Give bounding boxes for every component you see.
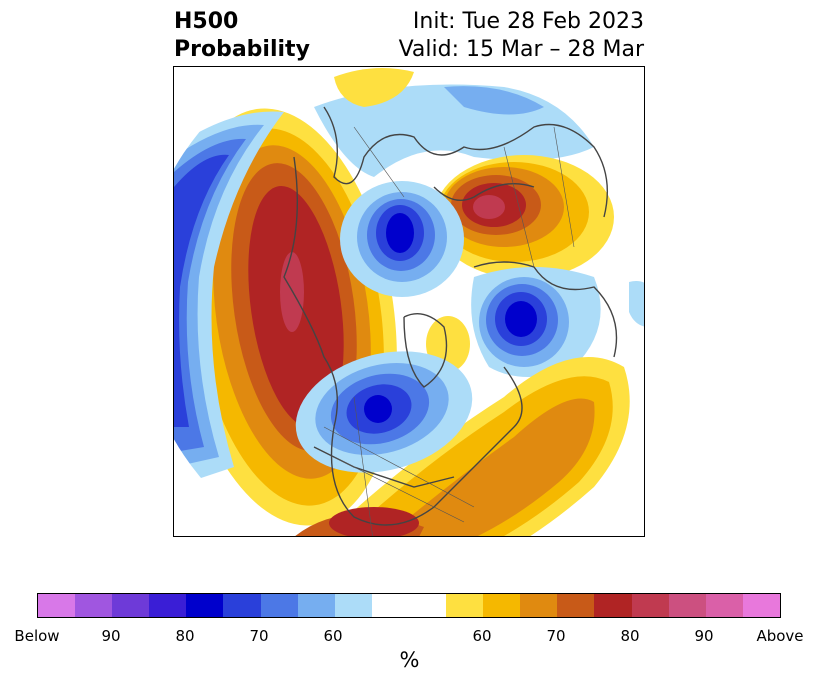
colorbar-segment-below-0 xyxy=(38,594,76,617)
colorbar-segment-above-5 xyxy=(631,594,669,617)
west-trough xyxy=(174,111,284,487)
chart-title: H500 Probability xyxy=(174,8,310,64)
colorbar-segment-below-4 xyxy=(186,594,224,617)
eurasia-trough xyxy=(471,267,601,377)
north-america-trough xyxy=(295,351,473,473)
atlantic-ridge xyxy=(294,357,630,536)
colorbar-segment-below-8 xyxy=(334,594,372,617)
colorbar-segment-above-6 xyxy=(668,594,706,617)
siberian-ridge xyxy=(434,155,614,279)
colorbar-segment-above-4 xyxy=(594,594,632,617)
valid-date: Valid: 15 Mar – 28 Mar xyxy=(398,37,644,62)
colorbar-tick-label: 90 xyxy=(101,627,121,645)
colorbar-segment-above-2 xyxy=(520,594,558,617)
title-line-2: Probability xyxy=(174,37,310,62)
colorbar-tick-label: Above xyxy=(756,627,804,645)
colorbar-tick-label: 80 xyxy=(175,627,195,645)
borders xyxy=(323,126,575,536)
colorbar-segment-below-1 xyxy=(75,594,113,617)
colorbar-tick-label: 70 xyxy=(249,627,269,645)
colorbar-segment-below-3 xyxy=(149,594,187,617)
colorbar-tick-label: 60 xyxy=(323,627,343,645)
colorbar-segment-above-1 xyxy=(483,594,521,617)
colorbar-segment-neutral xyxy=(371,594,447,617)
init-date: Init: Tue 28 Feb 2023 xyxy=(412,9,644,34)
title-line-1: H500 xyxy=(174,9,239,34)
coastlines xyxy=(283,106,618,526)
colorbar-tick-label: 60 xyxy=(472,627,492,645)
colorbar-ticks: Below 90 80 70 60 60 70 80 90 Above xyxy=(0,627,819,647)
colorbar-segment-above-8 xyxy=(742,594,780,617)
colorbar-tick-label: Below xyxy=(14,627,60,645)
colorbar-segment-below-5 xyxy=(223,594,261,617)
colorbar-segment-below-6 xyxy=(260,594,298,617)
arctic-trough xyxy=(340,181,464,297)
colorbar-tick-label: 90 xyxy=(694,627,714,645)
date-info: Init: Tue 28 Feb 2023 Valid: 15 Mar – 28… xyxy=(399,8,644,64)
colorbar-unit: % xyxy=(399,648,420,672)
probability-map xyxy=(173,66,645,537)
colorbar-segment-above-0 xyxy=(446,594,484,617)
polar-trough xyxy=(314,84,594,177)
colorbar-segment-above-7 xyxy=(705,594,743,617)
colorbar-segment-below-7 xyxy=(297,594,335,617)
colorbar-tick-label: 70 xyxy=(546,627,566,645)
colorbar-segment-above-3 xyxy=(557,594,595,617)
colorbar xyxy=(37,593,781,618)
colorbar-segment-below-2 xyxy=(112,594,150,617)
colorbar-tick-label: 80 xyxy=(620,627,640,645)
